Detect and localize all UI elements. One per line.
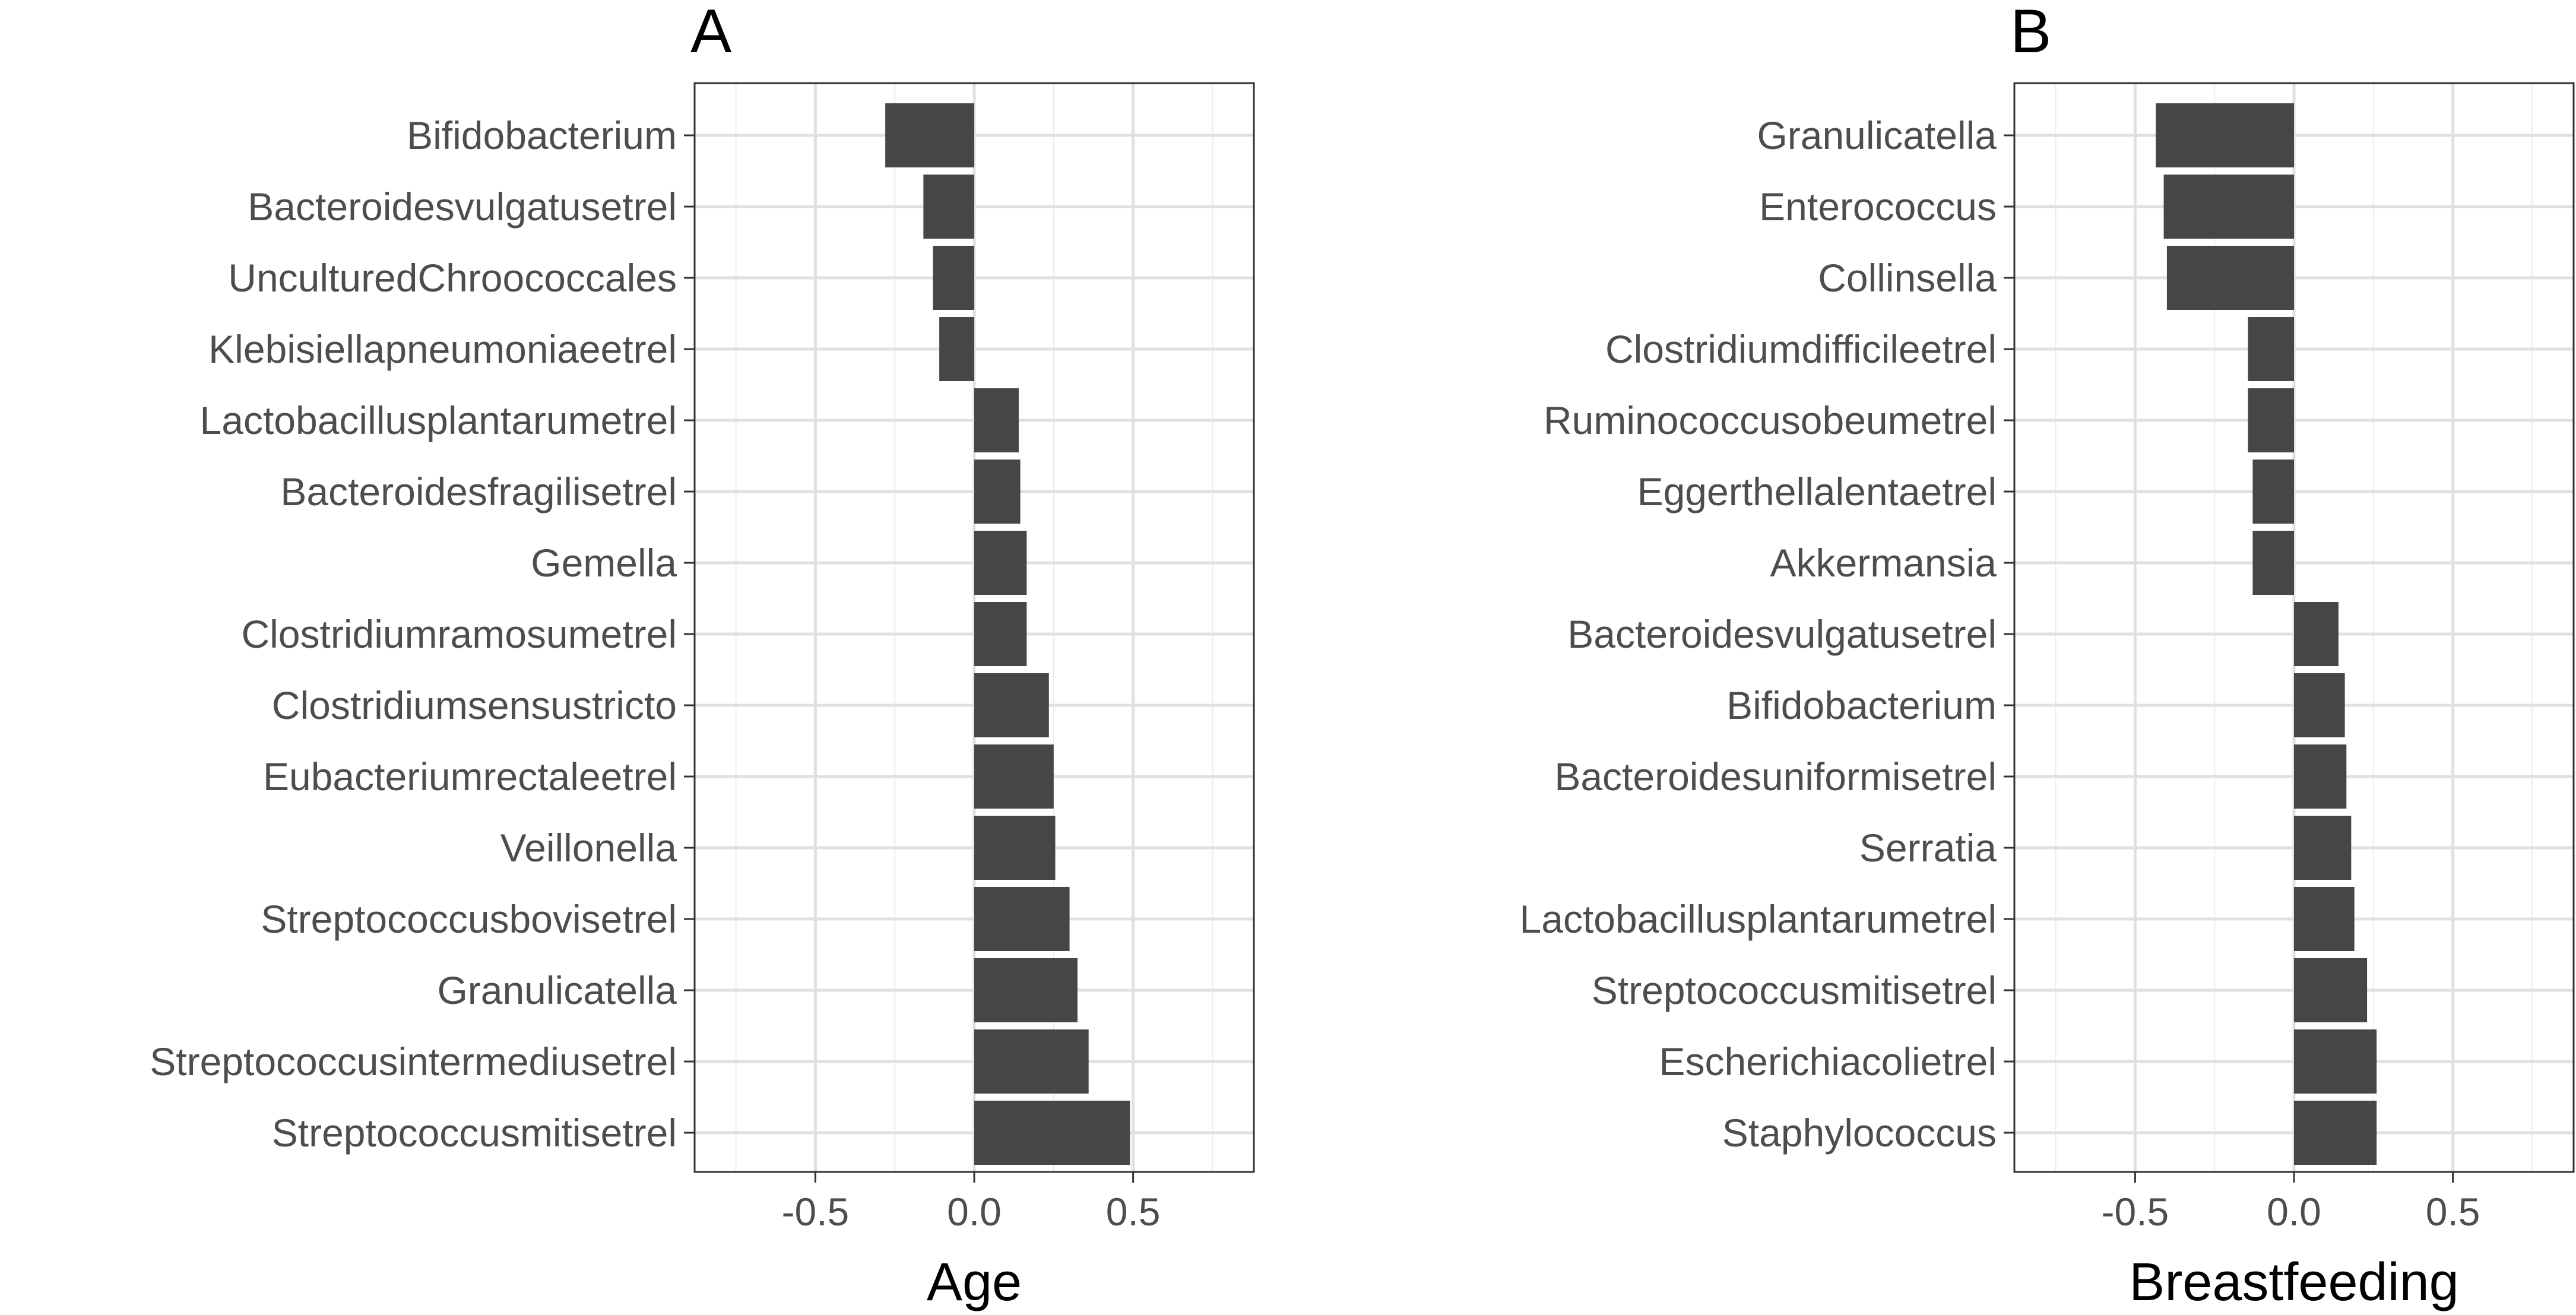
panel-b-bar xyxy=(2294,958,2368,1022)
panel-a-y-tick-label: Gemella xyxy=(531,541,677,585)
panel-a-bars xyxy=(885,103,1130,1165)
panel-b-y-tick-label: Staphylococcus xyxy=(1722,1111,1997,1155)
panel-b-bar xyxy=(2163,175,2294,239)
panel-b-x-tick-label: -0.5 xyxy=(2102,1190,2169,1234)
panel-a-bar xyxy=(939,317,974,381)
panel-a-y-tick-label: Streptococcusmitisetrel xyxy=(272,1111,677,1155)
panel-b-bar xyxy=(2166,246,2294,310)
panel-b-y-axis: Granulicatella Enterococcus Collinsella Clo… xyxy=(1520,113,2014,1155)
panel-b-y-tick-label: Enterococcus xyxy=(1759,185,1997,229)
panel-a-y-tick-label: Bifidobacterium xyxy=(407,113,677,157)
panel-b-tag: B xyxy=(2010,0,2051,66)
panel-b-bar xyxy=(2294,887,2355,951)
panel-a-y-tick-label: Streptococcusintermediusetrel xyxy=(150,1040,677,1083)
panel-a-y-tick-label: Clostridiumsensustricto xyxy=(272,683,677,727)
panel-a-x-tick-label: 0.0 xyxy=(947,1190,1002,1234)
panel-a-y-tick-label: Bacteroidesvulgatusetrel xyxy=(248,185,677,229)
panel-b-y-tick-label: Serratia xyxy=(1859,826,1997,870)
panel-b-x-axis: -0.5 0.0 0.5 xyxy=(2102,1172,2480,1234)
panel-b-bar xyxy=(2294,744,2347,809)
panel-b-y-tick-label: Bacteroidesuniformisetrel xyxy=(1554,755,1997,798)
panel-b-y-tick-label: Clostridiumdifficileetrel xyxy=(1605,327,1997,371)
panel-b-y-tick-label: Streptococcusmitisetrel xyxy=(1592,968,1997,1012)
panel-a-y-axis: Bifidobacterium Bacteroidesvulgatusetrel U… xyxy=(150,113,695,1155)
panel-b-bar xyxy=(2294,602,2339,666)
panel-a-y-tick-label: Granulicatella xyxy=(437,968,677,1012)
panel-a-age: A Bifidobacterium Bacteroidesvulgatusetre… xyxy=(150,0,1255,1312)
panel-a-y-tick-label: Lactobacillusplantarumetrel xyxy=(200,398,677,442)
panel-a-bar xyxy=(974,460,1021,524)
panel-a-x-axis-title: Age xyxy=(927,1253,1022,1312)
panel-b-bar xyxy=(2156,103,2294,167)
panel-b-x-tick-label: 0.5 xyxy=(2426,1190,2480,1234)
panel-a-y-tick-label: Eubacteriumrectaleetrel xyxy=(263,755,677,798)
panel-b-bar xyxy=(2294,816,2352,880)
panel-b-bar xyxy=(2248,388,2294,452)
panel-a-tag: A xyxy=(690,0,732,66)
panel-b-y-tick-label: Bifidobacterium xyxy=(1726,683,1997,727)
panel-a-bar xyxy=(974,1029,1089,1094)
panel-b-y-tick-label: Bacteroidesvulgatusetrel xyxy=(1567,612,1997,656)
panel-b-y-tick-label: Granulicatella xyxy=(1757,113,1997,157)
panel-a-bar xyxy=(974,816,1056,880)
panel-b-x-tick-label: 0.0 xyxy=(2267,1190,2321,1234)
panel-a-bar xyxy=(974,602,1027,666)
panel-b-breastfeeding: B Granulicatella Enterococcus Collinsella C… xyxy=(1520,0,2575,1312)
panel-b-bars xyxy=(2156,103,2377,1165)
panel-a-bar xyxy=(974,1101,1130,1165)
panel-a-x-tick-label: -0.5 xyxy=(782,1190,850,1234)
panel-a-y-tick-label: Klebisiellapneumoniaeetrel xyxy=(208,327,677,371)
panel-b-y-tick-label: Ruminococcusobeumetrel xyxy=(1544,398,1997,442)
panel-b-bar xyxy=(2294,673,2345,737)
panel-a-bar xyxy=(885,103,974,167)
panel-b-x-axis-title: Breastfeeding xyxy=(2129,1253,2458,1312)
panel-a-bar xyxy=(974,673,1049,737)
panel-a-bar xyxy=(974,958,1078,1022)
panel-a-y-tick-label: Clostridiumramosumetrel xyxy=(241,612,677,656)
panel-b-y-tick-label: Eggerthellalentaetrel xyxy=(1637,470,1997,514)
panel-a-x-tick-label: 0.5 xyxy=(1106,1190,1161,1234)
panel-b-y-tick-label: Lactobacillusplantarumetrel xyxy=(1520,897,1997,941)
panel-a-y-tick-label: Streptococcusbovisetrel xyxy=(261,897,677,941)
panel-a-bar xyxy=(974,744,1054,809)
panel-b-bar xyxy=(2252,531,2294,595)
panel-b-y-tick-label: Collinsella xyxy=(1818,256,1997,300)
panel-b-bar xyxy=(2252,460,2294,524)
panel-a-y-tick-label: Bacteroidesfragilisetrel xyxy=(280,470,677,514)
panel-a-y-tick-label: Veillonella xyxy=(500,826,677,870)
panel-b-bar xyxy=(2248,317,2294,381)
panel-b-bar xyxy=(2294,1101,2377,1165)
panel-a-bar xyxy=(974,531,1027,595)
panel-a-x-axis: -0.5 0.0 0.5 xyxy=(782,1172,1161,1234)
panel-b-y-tick-label: Escherichiacolietrel xyxy=(1659,1040,1997,1083)
panel-b-y-tick-label: Akkermansia xyxy=(1770,541,1997,585)
panel-b-bar xyxy=(2294,1029,2377,1094)
panel-a-bar xyxy=(974,388,1019,452)
panel-a-y-tick-label: UnculturedChroococcales xyxy=(228,256,677,300)
panel-a-bar xyxy=(933,246,974,310)
panel-a-bar xyxy=(974,887,1070,951)
panel-a-bar xyxy=(923,175,974,239)
